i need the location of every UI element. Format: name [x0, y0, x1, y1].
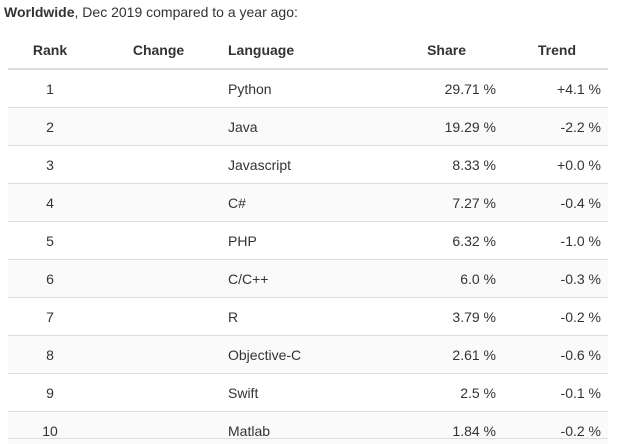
cell-trend: -0.6 % — [498, 335, 608, 374]
header-share: Share — [395, 32, 498, 70]
table-body: 1 Python 29.71 % +4.1 % 2 Java 19.29 % -2.2 % 3 J… — [8, 69, 608, 444]
cell-rank: 2 — [8, 107, 92, 146]
table-row: 4 C# 7.27 % -0.4 % — [8, 183, 608, 222]
cell-share: 29.71 % — [395, 69, 498, 108]
table-row: 3 Javascript 8.33 % +0.0 % — [8, 145, 608, 184]
cell-trend: -0.1 % — [498, 373, 608, 412]
cell-trend: -0.2 % — [498, 297, 608, 336]
cell-share: 8.33 % — [395, 145, 498, 184]
caption-description: , Dec 2019 compared to a year ago: — [74, 4, 298, 20]
cell-share: 6.32 % — [395, 221, 498, 260]
cell-change — [92, 183, 225, 222]
cell-share: 19.29 % — [395, 107, 498, 146]
table-row: 6 C/C++ 6.0 % -0.3 % — [8, 259, 608, 298]
cell-trend: -2.2 % — [498, 107, 608, 146]
cell-language: Python — [225, 69, 395, 108]
cell-language: C/C++ — [225, 259, 395, 298]
table-row: 1 Python 29.71 % +4.1 % — [8, 69, 608, 108]
ranking-table-container: Rank Change Language Share Trend 1 Python… — [8, 32, 608, 444]
cell-language: R — [225, 297, 395, 336]
cell-rank: 8 — [8, 335, 92, 374]
header-row: Rank Change Language Share Trend — [8, 32, 608, 70]
header-language: Language — [225, 32, 395, 70]
cell-rank: 5 — [8, 221, 92, 260]
cell-language: Javascript — [225, 145, 395, 184]
cell-change — [92, 145, 225, 184]
cell-trend: +4.1 % — [498, 69, 608, 108]
cell-rank: 9 — [8, 373, 92, 412]
table-row: 9 Swift 2.5 % -0.1 % — [8, 373, 608, 412]
table-row: 8 Objective-C 2.61 % -0.6 % — [8, 335, 608, 374]
cell-trend: -0.4 % — [498, 183, 608, 222]
cell-change — [92, 411, 225, 444]
cell-language: Objective-C — [225, 335, 395, 374]
cell-language: Swift — [225, 373, 395, 412]
cell-trend: -0.2 % — [498, 411, 608, 444]
cell-change — [92, 259, 225, 298]
cell-trend: +0.0 % — [498, 145, 608, 184]
table-caption: Worldwide, Dec 2019 compared to a year a… — [4, 3, 298, 21]
cell-change — [92, 221, 225, 260]
cell-rank: 3 — [8, 145, 92, 184]
cell-change — [92, 373, 225, 412]
cell-language: Matlab — [225, 411, 395, 444]
table-bottom-divider — [8, 438, 608, 439]
cell-change — [92, 335, 225, 374]
cell-share: 7.27 % — [395, 183, 498, 222]
cell-language: Java — [225, 107, 395, 146]
cell-language: C# — [225, 183, 395, 222]
language-ranking-table: Rank Change Language Share Trend 1 Python… — [8, 32, 608, 444]
caption-region: Worldwide — [4, 4, 75, 20]
cell-rank: 7 — [8, 297, 92, 336]
cell-share: 6.0 % — [395, 259, 498, 298]
cell-change — [92, 69, 225, 108]
cell-rank: 4 — [8, 183, 92, 222]
cell-rank: 10 — [8, 411, 92, 444]
cell-rank: 6 — [8, 259, 92, 298]
cell-share: 2.5 % — [395, 373, 498, 412]
header-rank: Rank — [8, 32, 92, 70]
cell-change — [92, 107, 225, 146]
cell-trend: -0.3 % — [498, 259, 608, 298]
cell-share: 2.61 % — [395, 335, 498, 374]
table-row: 5 PHP 6.32 % -1.0 % — [8, 221, 608, 260]
cell-share: 1.84 % — [395, 411, 498, 444]
cell-language: PHP — [225, 221, 395, 260]
header-change: Change — [92, 32, 225, 70]
table-row: 2 Java 19.29 % -2.2 % — [8, 107, 608, 146]
cell-rank: 1 — [8, 69, 92, 108]
header-trend: Trend — [498, 32, 608, 70]
table-row: 7 R 3.79 % -0.2 % — [8, 297, 608, 336]
cell-share: 3.79 % — [395, 297, 498, 336]
cell-change — [92, 297, 225, 336]
cell-trend: -1.0 % — [498, 221, 608, 260]
table-header: Rank Change Language Share Trend — [8, 32, 608, 70]
table-row: 10 Matlab 1.84 % -0.2 % — [8, 411, 608, 444]
